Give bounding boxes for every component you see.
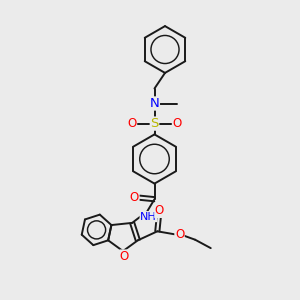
Text: O: O <box>130 191 139 204</box>
Text: S: S <box>150 117 159 130</box>
Text: O: O <box>155 204 164 218</box>
Text: O: O <box>128 117 136 130</box>
Text: NH: NH <box>140 212 157 222</box>
Text: N: N <box>150 97 159 110</box>
Text: O: O <box>172 117 182 130</box>
Text: O: O <box>120 250 129 263</box>
Text: O: O <box>175 228 184 241</box>
